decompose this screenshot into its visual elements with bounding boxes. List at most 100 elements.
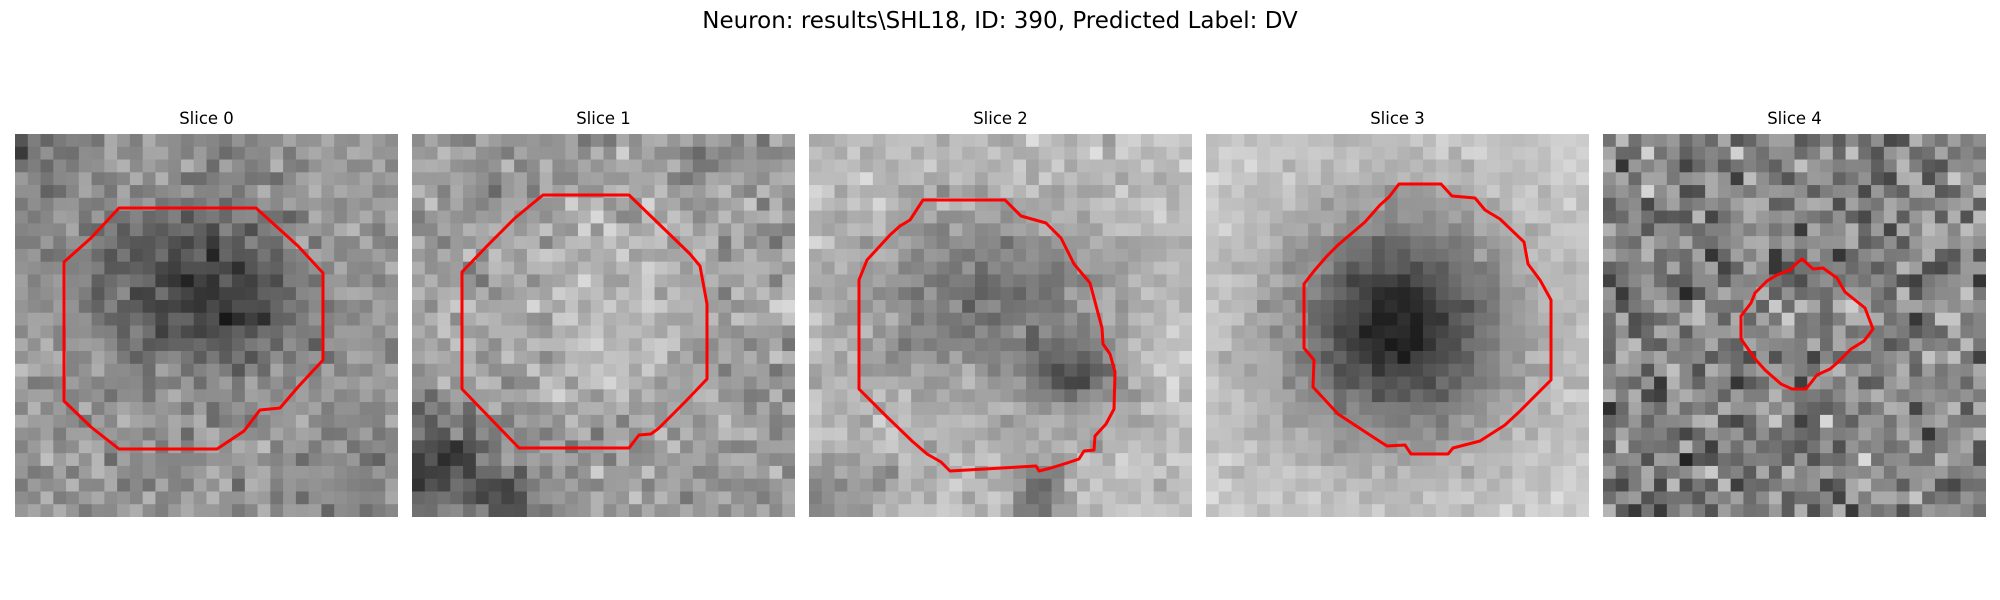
pixel-cell bbox=[1576, 325, 1589, 339]
pixel-cell bbox=[590, 223, 604, 237]
pixel-cell bbox=[295, 402, 310, 416]
pixel-cell bbox=[809, 185, 823, 199]
pixel-cell bbox=[501, 146, 515, 160]
pixel-cell bbox=[1960, 223, 1974, 237]
pixel-cell bbox=[1295, 351, 1309, 365]
pixel-cell bbox=[1947, 414, 1961, 429]
pixel-cell bbox=[769, 504, 783, 517]
pixel-cell bbox=[1026, 197, 1040, 211]
pixel-cell bbox=[142, 236, 156, 250]
pixel-cell bbox=[1295, 312, 1309, 326]
pixel-cell bbox=[1410, 440, 1424, 454]
pixel-cell bbox=[565, 223, 579, 237]
pixel-cell bbox=[590, 376, 604, 390]
pixel-cell bbox=[1179, 159, 1192, 173]
pixel-cell bbox=[1115, 312, 1129, 326]
pixel-cell bbox=[1883, 159, 1898, 173]
pixel-cell bbox=[1000, 389, 1014, 403]
pixel-cell bbox=[437, 427, 451, 441]
pixel-cell bbox=[1756, 465, 1770, 480]
pixel-cell bbox=[155, 389, 169, 403]
pixel-cell bbox=[705, 248, 719, 263]
pixel-cell bbox=[257, 338, 271, 352]
pixel-cell bbox=[1845, 210, 1859, 224]
pixel-cell bbox=[1179, 504, 1192, 517]
pixel-cell bbox=[1089, 363, 1104, 377]
pixel-cell bbox=[987, 248, 1001, 263]
pixel-cell bbox=[78, 299, 92, 314]
pixel-cell bbox=[1692, 351, 1706, 365]
pixel-cell bbox=[1410, 299, 1424, 314]
pixel-cell bbox=[1206, 185, 1220, 199]
pixel-cell bbox=[1244, 185, 1258, 199]
pixel-cell bbox=[244, 223, 258, 237]
pixel-cell bbox=[193, 338, 207, 352]
pixel-cell bbox=[1153, 236, 1167, 250]
pixel-cell bbox=[104, 351, 118, 365]
pixel-cell bbox=[412, 223, 426, 237]
pixel-cell bbox=[232, 465, 246, 480]
pixel-cell bbox=[923, 159, 938, 173]
pixel-cell bbox=[885, 261, 899, 275]
pixel-cell bbox=[577, 134, 592, 148]
pixel-cell bbox=[949, 159, 963, 173]
pixel-cell bbox=[244, 491, 258, 505]
pixel-cell bbox=[847, 159, 861, 173]
pixel-cell bbox=[1115, 325, 1129, 339]
pixel-cell bbox=[1320, 325, 1335, 339]
pixel-cell bbox=[1206, 223, 1220, 237]
pixel-cell bbox=[1563, 440, 1577, 454]
pixel-cell bbox=[1051, 414, 1065, 429]
pixel-cell bbox=[270, 185, 284, 199]
pixel-cell bbox=[1333, 197, 1347, 211]
pixel-cell bbox=[1371, 274, 1386, 288]
pixel-cell bbox=[1410, 453, 1424, 467]
pixel-cell bbox=[475, 465, 489, 480]
pixel-cell bbox=[898, 453, 912, 467]
pixel-cell bbox=[1218, 363, 1232, 377]
pixel-cell bbox=[1743, 414, 1757, 429]
pixel-cell bbox=[1000, 248, 1014, 263]
pixel-cell bbox=[1128, 248, 1142, 263]
pixel-cell bbox=[654, 159, 668, 173]
pixel-cell bbox=[206, 338, 220, 352]
pixel-cell bbox=[1563, 414, 1577, 429]
pixel-cell bbox=[232, 210, 246, 224]
pixel-cell bbox=[769, 185, 783, 199]
pixel-cell bbox=[641, 146, 655, 160]
pixel-cell bbox=[987, 363, 1001, 377]
pixel-cell bbox=[1346, 236, 1360, 250]
pixel-cell bbox=[1295, 299, 1309, 314]
pixel-cell bbox=[898, 478, 912, 492]
pixel-cell bbox=[1179, 389, 1192, 403]
pixel-cell bbox=[270, 236, 284, 250]
pixel-cell bbox=[1934, 312, 1949, 326]
pixel-cell bbox=[1435, 261, 1449, 275]
pixel-cell bbox=[1654, 312, 1668, 326]
pixel-cell bbox=[629, 478, 643, 492]
pixel-cell bbox=[1206, 248, 1220, 263]
pixel-cell bbox=[834, 223, 848, 237]
pixel-cell bbox=[1231, 312, 1245, 326]
pixel-cell bbox=[488, 134, 502, 148]
pixel-cell bbox=[1743, 363, 1757, 377]
pixel-cell bbox=[1512, 414, 1526, 429]
pixel-cell bbox=[1320, 351, 1335, 365]
pixel-cell bbox=[1064, 363, 1078, 377]
pixel-cell bbox=[91, 312, 105, 326]
pixel-cell bbox=[1064, 376, 1078, 390]
pixel-cell bbox=[117, 351, 131, 365]
pixel-cell bbox=[692, 491, 707, 505]
pixel-cell bbox=[1563, 465, 1577, 480]
pixel-cell bbox=[1206, 427, 1220, 441]
pixel-cell bbox=[385, 197, 398, 211]
pixel-cell bbox=[424, 402, 438, 416]
pixel-cell bbox=[437, 299, 451, 314]
pixel-cell bbox=[1359, 453, 1373, 467]
pixel-cell bbox=[1512, 465, 1526, 480]
pixel-cell bbox=[1346, 274, 1360, 288]
pixel-cell bbox=[654, 312, 668, 326]
pixel-cell bbox=[1896, 504, 1910, 517]
pixel-cell bbox=[949, 363, 963, 377]
pixel-cell bbox=[1153, 146, 1167, 160]
